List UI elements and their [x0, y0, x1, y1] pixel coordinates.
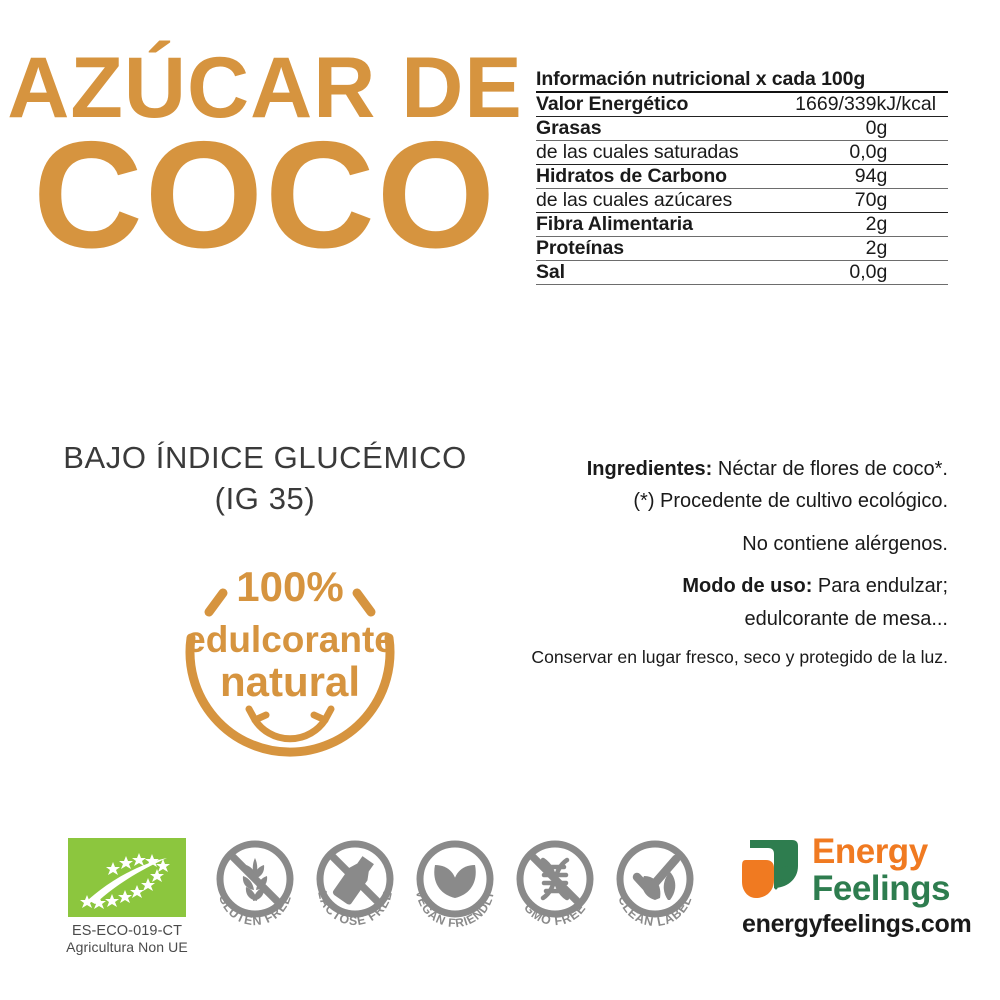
brand-logo: Energy Feelings energyfeelings.com [740, 834, 972, 942]
badge-line-3-text: natural [220, 658, 360, 705]
nutrient-label: Valor Energético [536, 92, 779, 117]
nutrient-unit: g [876, 188, 948, 213]
nutrient-unit: g [876, 164, 948, 189]
allergen-statement: No contiene alérgenos. [742, 532, 948, 555]
nutrient-unit: g [876, 260, 948, 285]
nutrient-value: 70 [778, 188, 877, 213]
table-row: Grasas 0 g [536, 116, 948, 141]
nutrient-unit: kJ/kcal [876, 92, 948, 117]
table-row: Valor Energético 1669/339 kJ/kcal [536, 92, 948, 117]
storage-instructions: Conservar en lugar fresco, seco y proteg… [531, 646, 948, 667]
vegan-friendly-icon: VEGAN FRIENDLY [413, 840, 496, 930]
table-header-row: Información nutricional x cada 100g [536, 68, 948, 93]
eu-organic-origin: Agricultura Non UE [66, 939, 188, 955]
eu-organic-code: ES-ECO-019-CT [71, 923, 183, 939]
brand-website-url[interactable]: energyfeelings.com [742, 910, 972, 938]
nutrient-label: de las cuales saturadas [536, 140, 779, 165]
nutrient-value: 0,0 [778, 140, 877, 165]
product-title-line-2: COCO [33, 109, 497, 280]
nutrient-unit: g [876, 236, 948, 261]
usage-line: Modo de uso: Para endulzar; [530, 572, 948, 600]
nutrition-table: Información nutricional x cada 100g Valo… [536, 68, 948, 285]
brand-name: Energy Feelings [812, 834, 950, 906]
badge-percent-text: 100% [236, 563, 343, 610]
gmo-free-label: GMO FREE [521, 901, 588, 928]
nutrient-label: Proteínas [536, 236, 779, 261]
lactose-free-icon: LACTOSE FREE [315, 840, 394, 928]
nutrient-value: 0 [778, 116, 877, 141]
gmo-free-icon: GMO FREE [516, 840, 594, 928]
certification-badge-row: GLUTEN FREE LACTOSE FREE VEGAN FRI [208, 832, 708, 952]
table-row: Hidratos de Carbono 94 g [536, 164, 948, 189]
clean-label-icon: CLEAN LABEL [615, 840, 694, 929]
product-subtitle-line-1: BAJO ÍNDICE GLUCÉMICO [63, 440, 467, 475]
nutrient-value: 2 [778, 212, 877, 237]
ingredients-line: Ingredientes: Néctar de flores de coco*. [530, 455, 948, 483]
nutrition-panel: Información nutricional x cada 100g Valo… [530, 0, 1000, 790]
usage-line-2: edulcorante de mesa... [744, 607, 948, 630]
product-identity-panel: AZÚCAR DE COCO BAJO ÍNDICE GLUCÉMICO (IG… [0, 0, 530, 790]
nutrient-value: 2 [778, 236, 877, 261]
nutrient-label: de las cuales azúcares [536, 188, 779, 213]
nutrient-unit: g [876, 212, 948, 237]
nutrient-label: Sal [536, 260, 779, 285]
ingredients-value: Néctar de flores de coco*. [712, 458, 948, 480]
nutrition-table-title: Información nutricional x cada 100g [536, 68, 948, 93]
ingredients-label: Ingredientes: [586, 458, 713, 480]
eu-organic-leaf-icon [68, 838, 186, 917]
usage-label: Modo de uso: [682, 575, 813, 598]
table-row: de las cuales azúcares 70 g [536, 188, 948, 213]
product-title-line-1: AZÚCAR DE [7, 40, 523, 136]
natural-sweetener-badge: 100% edulcorante natural [165, 552, 415, 762]
table-row: de las cuales saturadas 0,0 g [536, 140, 948, 165]
nutrient-unit: g [876, 116, 948, 141]
nutrient-unit: g [876, 140, 948, 165]
nutrient-label: Hidratos de Carbono [536, 164, 779, 189]
usage-value: Para endulzar; [812, 575, 948, 598]
product-subtitle-line-2: (IG 35) [214, 480, 316, 516]
footer-certifications: ES-ECO-019-CT Agricultura Non UE GLUTEN … [0, 820, 1000, 1000]
nutrient-value: 0,0 [778, 260, 877, 285]
gluten-free-icon: GLUTEN FREE [216, 840, 294, 928]
energy-feelings-leaf-icon [742, 840, 798, 898]
table-row: Proteínas 2 g [536, 236, 948, 261]
table-row: Fibra Alimentaria 2 g [536, 212, 948, 237]
brand-name-part-2: Feelings [812, 869, 950, 908]
badge-line-2-text: edulcorante [185, 619, 395, 660]
svg-text:GMO FREE: GMO FREE [521, 901, 589, 928]
table-row: Sal 0,0 g [536, 260, 948, 285]
page-title: AZÚCAR DE COCO [0, 40, 530, 280]
product-subtitle: BAJO ÍNDICE GLUCÉMICO (IG 35) [0, 438, 530, 520]
nutrient-label: Grasas [536, 116, 779, 141]
eu-organic-certification: ES-ECO-019-CT Agricultura Non UE [52, 838, 202, 955]
ingredients-note: (*) Procedente de cultivo ecológico. [633, 490, 948, 513]
nutrient-value: 1669/339 [778, 92, 877, 117]
nutrition-table-body: Valor Energético 1669/339 kJ/kcal Grasas… [536, 92, 948, 285]
brand-name-part-1: Energy [812, 832, 928, 871]
product-info-block: Ingredientes: Néctar de flores de coco*.… [530, 455, 948, 670]
nutrient-label: Fibra Alimentaria [536, 212, 779, 237]
nutrient-value: 94 [778, 164, 877, 189]
